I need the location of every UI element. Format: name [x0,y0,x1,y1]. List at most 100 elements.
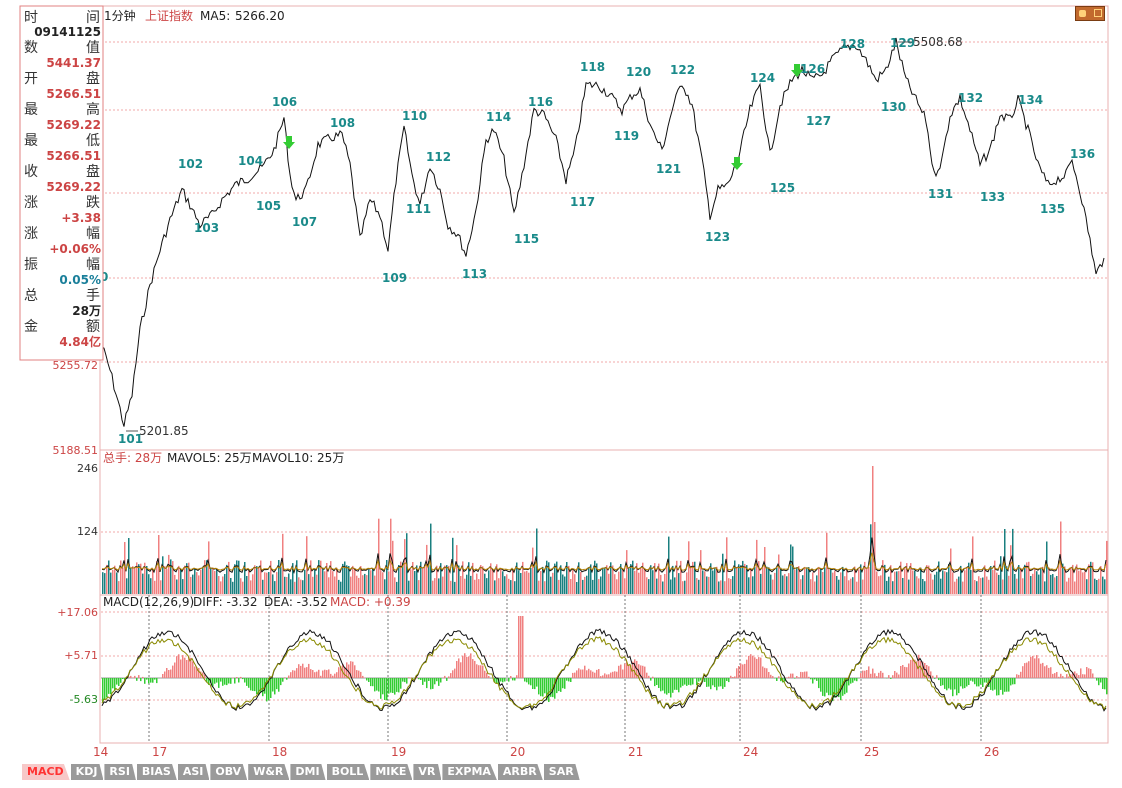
info-label-b: 跌 [86,195,100,211]
macd-bar [374,678,376,692]
volume-bar [902,578,904,594]
volume-bar [962,581,964,594]
tab-asi[interactable]: ASI [177,764,210,780]
volume-bar [554,563,556,594]
macd-bar [478,665,480,678]
volume-bar [752,576,754,594]
macd-bar [726,678,728,681]
macd-bar [1020,671,1022,678]
macd-bar [132,677,134,678]
tab-bias[interactable]: BIAS [136,764,177,780]
volume-bar [882,560,884,594]
volume-bar [1074,581,1076,594]
macd-bar [1080,668,1082,678]
tab-vr[interactable]: VR [413,764,442,780]
volume-bar [316,574,318,594]
volume-bar [842,566,844,594]
macd-bar [326,670,328,678]
volume-bar [1098,578,1100,594]
index-name[interactable]: 上证指数 [145,8,193,23]
macd-bar [814,678,816,680]
window-restore-icon[interactable] [1075,6,1105,21]
macd-bar [878,672,880,678]
volume-bar [478,579,480,594]
macd-bar [246,678,248,686]
tab-kdj[interactable]: KDJ [70,764,104,780]
volume-bar [126,578,128,594]
macd-bar [974,678,976,685]
macd-bar [282,678,284,682]
volume-bar [398,565,400,594]
macd-bar [864,670,866,678]
macd-bar [322,670,324,678]
macd-bar [1070,674,1072,678]
volume-bar [296,560,298,594]
tab-sar[interactable]: SAR [543,764,580,780]
info-label-a: 数 [24,40,38,56]
macd-bar [112,678,114,689]
volume-bar [568,565,570,594]
tab-rsi[interactable]: RSI [104,764,136,780]
macd-histogram [102,616,1108,702]
macd-bar [892,675,894,678]
macd-bar [852,678,854,683]
volume-bar [1000,556,1002,594]
volume-bar [176,579,178,594]
macd-bar [802,672,804,678]
volume-bar [222,576,224,594]
macd-bar [682,678,684,686]
tab-mike[interactable]: MIKE [370,764,413,780]
wave-marker-label: 116 [528,95,553,109]
volume-bar [830,569,832,594]
tab-wr[interactable]: W&R [248,764,290,780]
volume-bar [484,573,486,594]
macd-bar [952,678,954,697]
volume-bar [680,560,682,594]
macd-bar [540,678,542,697]
volume-bar [630,564,632,594]
volume-bar [828,569,830,594]
tab-arbr[interactable]: ARBR [497,764,543,780]
volume-bar [976,581,978,594]
volume-bar [688,541,690,594]
macd-bar [594,672,596,678]
volume-bar [298,577,300,594]
tab-dmi[interactable]: DMI [290,764,326,780]
volume-bar [676,560,678,594]
macd-bar [584,665,586,678]
volume-bar [1088,564,1090,594]
volume-bar [1044,581,1046,594]
info-label-b: 幅 [86,226,100,242]
period-label[interactable]: 1分钟 [104,8,136,23]
macd-bar [1062,676,1064,678]
tab-expma[interactable]: EXPMA [442,764,497,780]
volume-bar [728,578,730,594]
price-axis-label: 5188.51 [53,444,99,457]
tab-boll[interactable]: BOLL [326,764,370,780]
tab-obv[interactable]: OBV [210,764,248,780]
volume-bar [342,563,344,594]
volume-bar [1072,564,1074,594]
macd-bar [388,678,390,694]
volume-bar [528,572,530,594]
macd-bar [424,678,426,682]
macd-bar [1026,662,1028,678]
volume-bar [488,570,490,594]
volume-label-mavol10: MAVOL10: 25万 [252,451,344,465]
info-value: 4.84亿 [59,334,101,349]
macd-bar [580,669,582,678]
tab-macd[interactable]: MACD [22,764,70,780]
volume-bar [326,563,328,594]
volume-bar [1002,579,1004,594]
macd-bar [784,678,786,682]
volume-bar [934,574,936,594]
info-label-a: 振 [24,257,38,273]
info-value: 5266.51 [46,149,101,163]
macd-bar [196,667,198,678]
macd-bar [828,678,830,696]
volume-bar [496,564,498,594]
macd-pane-frame[interactable] [99,594,1109,744]
volume-bar [800,579,802,594]
volume-bar [456,545,458,594]
